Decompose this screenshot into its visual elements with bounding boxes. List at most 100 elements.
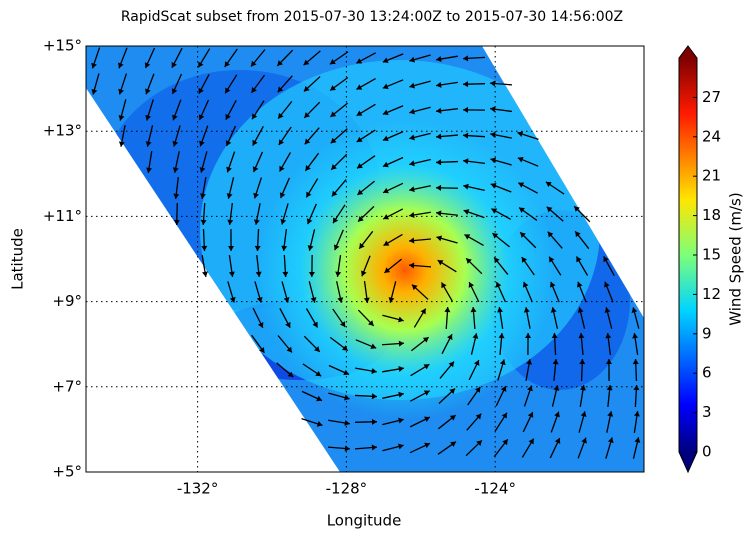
- wind-arrow-head: [411, 284, 418, 291]
- wind-arrow-head: [172, 140, 179, 147]
- wind-arrow-head: [501, 412, 507, 419]
- wind-arrow-head: [171, 61, 177, 68]
- wind-arrow-head: [356, 58, 363, 64]
- wind-arrow-head: [409, 160, 415, 167]
- wind-arrow-head: [436, 235, 443, 242]
- wind-arrow-head: [286, 346, 292, 353]
- wind-arrow-head: [517, 156, 524, 163]
- wind-arrow-head: [316, 421, 323, 427]
- wind-arrow-head: [257, 322, 264, 328]
- wind-arrow-head: [409, 237, 415, 244]
- wind-arrow-head: [449, 388, 456, 395]
- wind-arrow-head: [436, 133, 442, 140]
- colorbar-scale: [679, 58, 697, 452]
- wind-arrow-head: [202, 271, 208, 277]
- colorbar-tick-label: 24: [702, 127, 721, 145]
- wind-arrow-head: [490, 106, 496, 113]
- wind-arrow-head: [463, 132, 469, 139]
- wind-arrow-head: [436, 184, 442, 191]
- x-tick-label: -132°: [177, 480, 219, 498]
- wind-arrow-head: [603, 256, 609, 263]
- wind-arrow-head: [226, 166, 232, 173]
- wind-arrow-head: [382, 109, 389, 116]
- wind-arrow-head: [287, 371, 294, 378]
- wind-arrow-head: [145, 88, 151, 95]
- wind-arrow-head: [356, 110, 363, 116]
- wind-arrow-head: [517, 131, 524, 138]
- wind-arrow-head: [549, 256, 555, 263]
- wind-arrow-head: [633, 385, 640, 391]
- wind-arrow-head: [495, 281, 502, 288]
- colorbar-tick-label: 6: [702, 364, 712, 382]
- wind-arrow-head: [198, 61, 204, 68]
- wind-arrow-head: [423, 364, 430, 370]
- wind-arrow-head: [200, 219, 207, 225]
- wind-arrow-head: [278, 112, 284, 119]
- wind-arrow-head: [91, 62, 97, 69]
- wind-arrow-head: [145, 141, 152, 147]
- wind-arrow-head: [581, 437, 587, 444]
- wind-arrow-head: [308, 271, 315, 277]
- wind-arrow-head: [576, 281, 583, 288]
- wind-arrow-head: [118, 62, 124, 69]
- wind-arrow-head: [307, 245, 314, 251]
- wind-arrow-head: [576, 256, 582, 263]
- colorbar-tick-label: 12: [702, 285, 721, 303]
- wind-arrow-head: [252, 139, 258, 146]
- wind-arrow-head: [466, 258, 472, 264]
- wind-arrow-head: [283, 296, 290, 303]
- wind-arrow-head: [574, 206, 580, 212]
- wind-arrow-head: [490, 131, 496, 138]
- wind-arrow-head: [398, 391, 404, 398]
- wind-arrow-head: [604, 307, 611, 313]
- wind-arrow-head: [498, 333, 505, 339]
- y-tick-label: +9°: [52, 292, 82, 310]
- wind-arrow-head: [436, 107, 442, 114]
- wind-arrow-head: [521, 256, 528, 263]
- wind-arrow-head: [356, 162, 363, 169]
- wind-arrow-head: [549, 281, 556, 288]
- y-axis-label: Latitude: [9, 228, 27, 290]
- wind-arrow-head: [341, 345, 348, 351]
- wind-arrow-head: [279, 192, 286, 199]
- wind-arrow-head: [339, 321, 346, 328]
- wind-arrow-head: [398, 366, 404, 372]
- wind-arrow-head: [359, 242, 365, 249]
- wind-arrow-head: [227, 219, 234, 225]
- wind-arrow-head: [146, 167, 153, 173]
- wind-arrow-head: [436, 159, 442, 166]
- wind-arrow-head: [360, 270, 367, 277]
- wind-arrow-head: [371, 368, 377, 374]
- wind-arrow-head: [382, 57, 389, 64]
- wind-arrow-head: [253, 192, 259, 199]
- wind-arrow-head: [371, 393, 377, 400]
- wind-arrow-head: [463, 183, 469, 190]
- wind-arrow-head: [436, 56, 442, 62]
- wind-arrow-head: [198, 87, 204, 94]
- wind-arrow-head: [226, 193, 233, 199]
- wind-arrow-head: [463, 81, 469, 88]
- colorbar-extend-bottom: [679, 452, 697, 472]
- wind-arrow-head: [330, 137, 337, 144]
- wind-arrow-head: [579, 385, 586, 391]
- wind-arrow-head: [251, 60, 257, 67]
- wind-arrow-head: [464, 234, 471, 240]
- wind-arrow-head: [384, 267, 391, 273]
- wind-arrow-head: [254, 245, 261, 251]
- wind-arrow-head: [316, 395, 322, 402]
- wind-arrow-head: [278, 139, 285, 146]
- wind-arrow-head: [173, 193, 180, 199]
- wind-arrow-head: [470, 307, 477, 313]
- wind-arrow-head: [304, 138, 311, 145]
- x-tick-label: -128°: [326, 480, 368, 498]
- wind-arrow-head: [606, 385, 613, 391]
- wind-arrow-head: [305, 165, 311, 171]
- wind-arrow-head: [552, 359, 559, 365]
- colorbar: 0 3 6 9 12 15 18 21 24 27: [678, 45, 721, 474]
- colorbar-tick-label: 9: [702, 324, 712, 342]
- wind-arrow-head: [371, 418, 377, 425]
- wind-arrow-head: [473, 360, 480, 366]
- wind-arrow-head: [382, 161, 389, 168]
- wind-arrow-head: [463, 106, 469, 113]
- wind-arrow-head: [315, 370, 322, 377]
